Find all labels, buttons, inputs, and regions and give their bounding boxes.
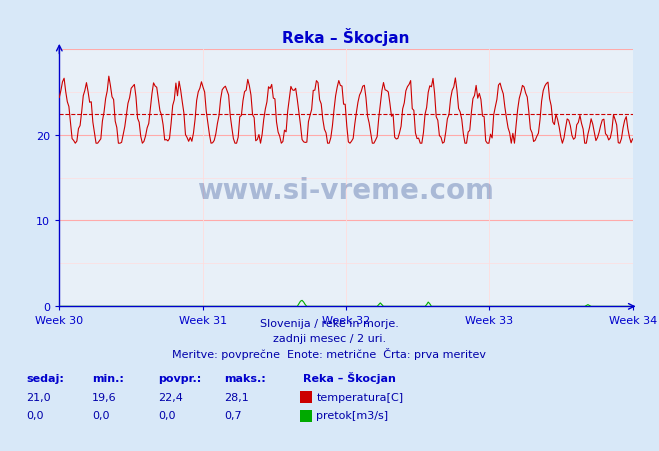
Text: min.:: min.: [92,373,124,383]
Text: Reka – Škocjan: Reka – Škocjan [303,371,396,383]
Text: 0,7: 0,7 [224,410,242,420]
Text: 28,1: 28,1 [224,392,249,402]
Text: Slovenija / reke in morje.: Slovenija / reke in morje. [260,318,399,328]
Text: temperatura[C]: temperatura[C] [316,392,403,402]
Text: 0,0: 0,0 [158,410,176,420]
Text: maks.:: maks.: [224,373,266,383]
Title: Reka – Škocjan: Reka – Škocjan [282,28,410,46]
Text: zadnji mesec / 2 uri.: zadnji mesec / 2 uri. [273,333,386,343]
Text: 0,0: 0,0 [26,410,44,420]
Text: 19,6: 19,6 [92,392,117,402]
Text: www.si-vreme.com: www.si-vreme.com [198,177,494,205]
Text: 0,0: 0,0 [92,410,110,420]
Text: sedaj:: sedaj: [26,373,64,383]
Text: pretok[m3/s]: pretok[m3/s] [316,410,388,420]
Text: 21,0: 21,0 [26,392,51,402]
Text: Meritve: povprečne  Enote: metrične  Črta: prva meritev: Meritve: povprečne Enote: metrične Črta:… [173,348,486,360]
Text: 22,4: 22,4 [158,392,183,402]
Text: povpr.:: povpr.: [158,373,202,383]
